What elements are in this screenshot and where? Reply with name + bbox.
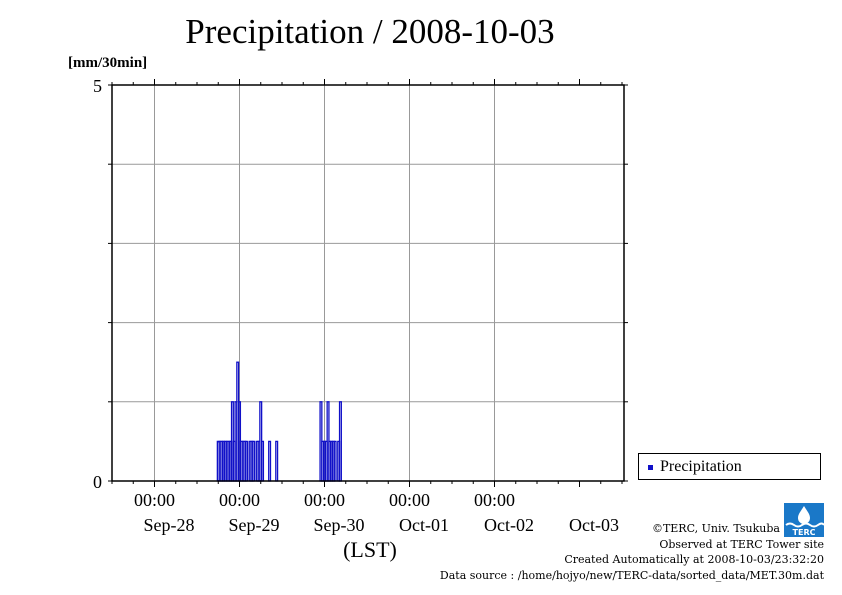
y-tick-label: 5 (93, 76, 102, 96)
x-axis-label: (LST) (343, 537, 397, 562)
x-date-label: Sep-30 (314, 515, 365, 535)
x-time-label: 00:00 (134, 490, 175, 510)
precipitation-bar (252, 440, 256, 482)
x-date-label: Oct-01 (399, 515, 449, 535)
precipitation-bar (260, 440, 265, 482)
y-tick-label: 0 (93, 472, 102, 492)
legend-label: Precipitation (660, 458, 742, 475)
x-date-label: Oct-03 (569, 515, 619, 535)
bars (216, 361, 342, 482)
legend-swatch (648, 465, 653, 470)
precipitation-bar (338, 401, 342, 482)
x-date-label: Sep-28 (144, 515, 195, 535)
precipitation-bar (268, 440, 272, 482)
chart-title: Precipitation / 2008-10-03 (185, 12, 555, 51)
copyright-text: ©TERC, Univ. Tsukuba (651, 522, 780, 535)
created-text: Created Automatically at 2008-10-03/23:3… (564, 553, 824, 566)
axis-ticks (108, 79, 628, 487)
x-date-label: Sep-29 (229, 515, 280, 535)
x-time-label: 00:00 (474, 490, 515, 510)
precipitation-bar (333, 440, 337, 482)
x-time-label: 00:00 (304, 490, 345, 510)
x-time-label: 00:00 (389, 490, 430, 510)
x-tick-labels: 00:00 00:00 00:00 00:00 00:00 Sep-28 Sep-29 Sep… (134, 490, 619, 535)
site-text: Observed at TERC Tower site (659, 537, 824, 551)
plot-frame (111, 84, 625, 482)
grid-lines (112, 85, 624, 481)
x-time-label: 00:00 (219, 490, 260, 510)
x-date-label: Oct-02 (484, 515, 534, 535)
y-axis-label: [mm/30min] (68, 55, 148, 71)
precipitation-bar (275, 440, 279, 482)
logo-text: TERC (793, 528, 816, 537)
terc-logo: TERC (784, 503, 824, 537)
legend: Precipitation (638, 453, 821, 480)
credits: ©TERC, Univ. Tsukuba Observed at TERC To… (440, 521, 824, 583)
precipitation-bar (245, 440, 249, 482)
source-text: Data source : /home/hojyo/new/TERC-data/… (439, 568, 824, 582)
